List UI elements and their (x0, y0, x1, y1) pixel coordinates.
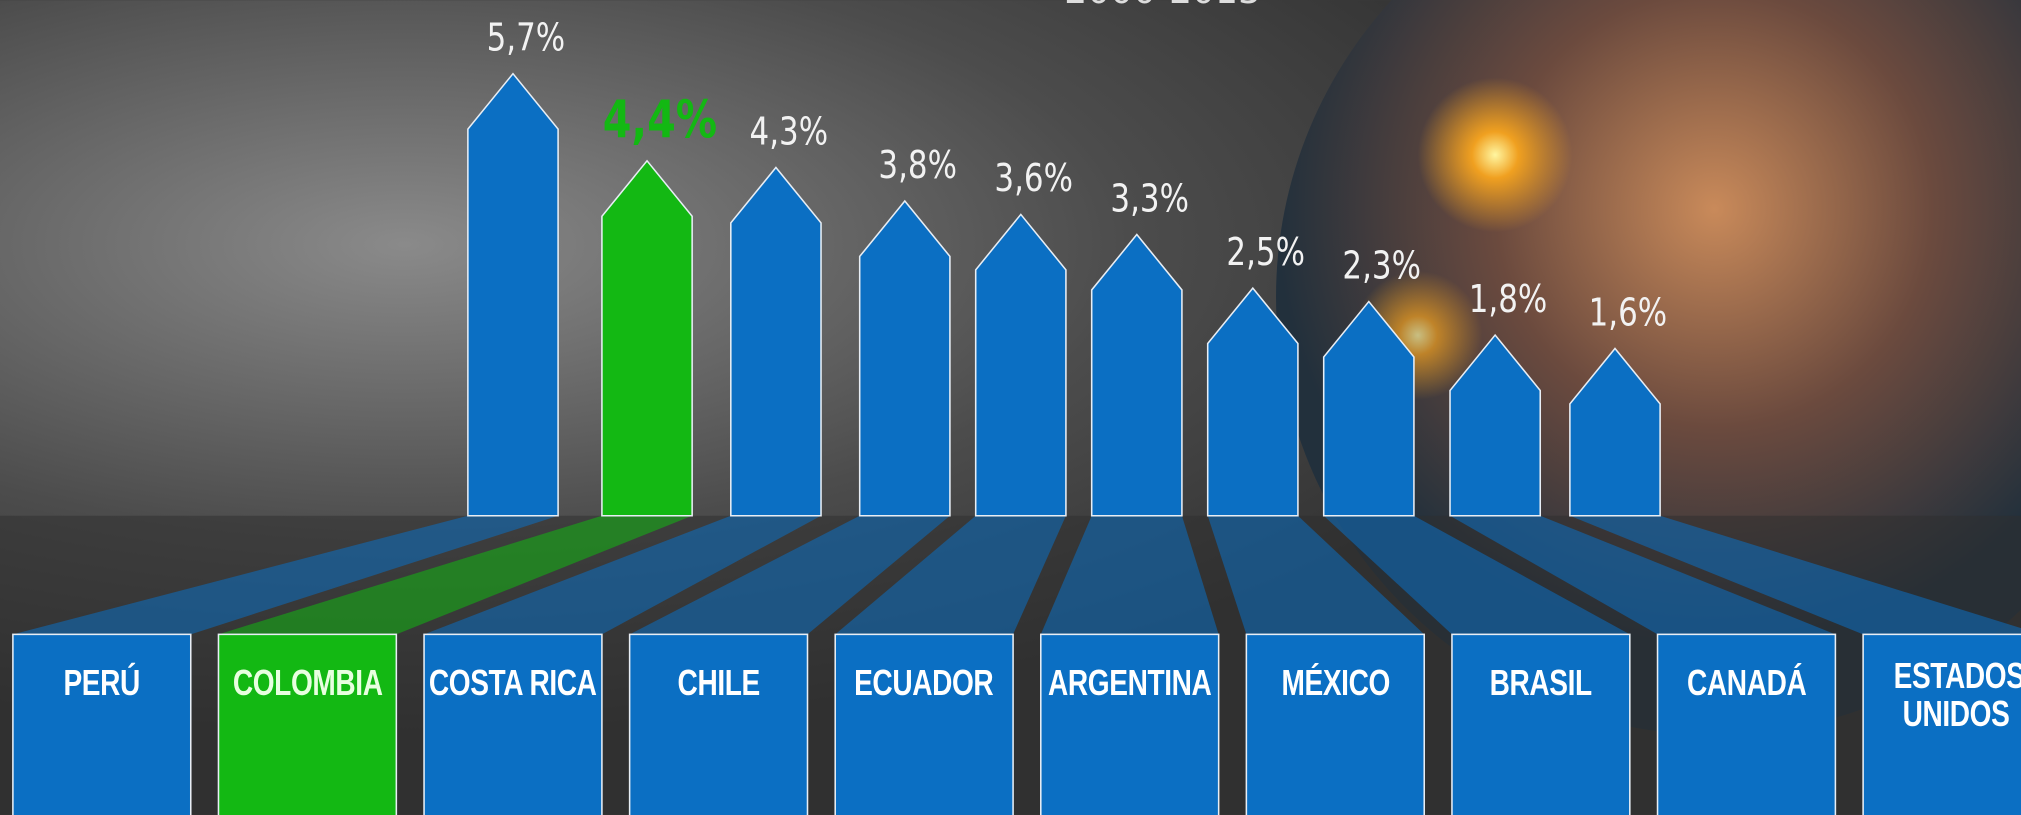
bar (468, 74, 558, 516)
value-label: 3,6% (994, 157, 1073, 201)
value-label: 4,3% (750, 110, 829, 154)
infographic: 2000-2013 5,7% 4,4% 4,3% 3,8% 3,6% 3,3% 2,5% 2,… (0, 0, 2021, 815)
bar (602, 161, 692, 516)
value-label: 4,4% (603, 91, 717, 151)
value-label: 2,5% (1226, 231, 1305, 275)
subtitle: 2000-2013 (1064, 0, 1261, 12)
category-label: ARGENTINA (1040, 664, 1219, 702)
category-label: PERÚ (12, 664, 191, 702)
bar (976, 214, 1066, 515)
glow (1418, 78, 1573, 233)
value-label: 5,7% (487, 16, 566, 60)
bar (731, 168, 821, 516)
category-label: BRASIL (1451, 664, 1630, 702)
value-label: 2,3% (1342, 244, 1421, 288)
bar (1092, 235, 1182, 516)
value-label: 3,8% (878, 144, 957, 188)
category-label: COLOMBIA (218, 664, 397, 702)
category-label: ESTADOS UNIDOS (1894, 657, 2019, 733)
category-label: CANADÁ (1657, 664, 1836, 702)
value-label: 1,6% (1589, 291, 1668, 335)
value-label: 3,3% (1110, 177, 1189, 221)
bar (860, 201, 950, 516)
category-label: ECUADOR (835, 664, 1014, 702)
category-label: MÉXICO (1246, 664, 1425, 702)
category-label: CHILE (629, 664, 808, 702)
value-label: 1,8% (1469, 278, 1548, 322)
category-label: COSTA RICA (424, 664, 603, 702)
